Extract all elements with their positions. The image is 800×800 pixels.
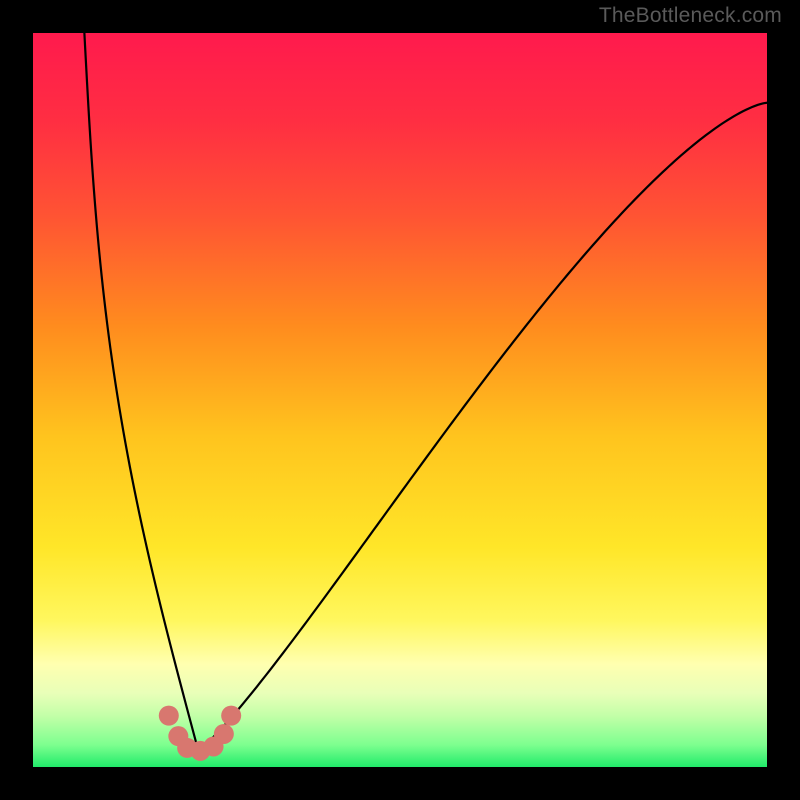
chart-svg xyxy=(33,33,767,767)
data-marker xyxy=(214,724,234,744)
data-marker xyxy=(159,706,179,726)
watermark-text: TheBottleneck.com xyxy=(599,4,782,28)
plot-area xyxy=(33,33,767,767)
data-marker xyxy=(221,706,241,726)
gradient-background xyxy=(33,33,767,767)
